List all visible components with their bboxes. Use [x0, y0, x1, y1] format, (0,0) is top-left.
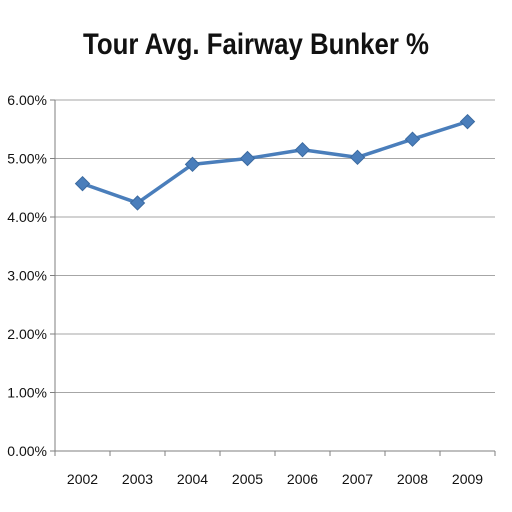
- x-tick-label: 2003: [122, 471, 153, 487]
- data-point-marker: [129, 195, 146, 211]
- data-point-marker: [404, 131, 421, 147]
- chart-title: Tour Avg. Fairway Bunker %: [83, 28, 429, 61]
- x-tick-label: 2007: [342, 471, 373, 487]
- data-point-marker: [239, 150, 256, 167]
- x-tick-label: 2005: [232, 471, 263, 487]
- y-tick-label: 3.00%: [7, 268, 47, 284]
- x-tick-label: 2002: [67, 471, 98, 487]
- y-tick-label: 1.00%: [7, 385, 47, 401]
- y-tick-label: 5.00%: [7, 151, 47, 167]
- x-tick-label: 2006: [287, 471, 318, 487]
- data-point-marker: [349, 149, 366, 166]
- y-tick-label: 4.00%: [7, 209, 47, 225]
- x-tick-label: 2009: [452, 471, 483, 487]
- data-point-marker: [459, 113, 476, 130]
- y-tick-label: 2.00%: [7, 326, 47, 342]
- data-point-marker: [294, 142, 311, 158]
- y-tick-label: 0.00%: [7, 443, 47, 459]
- data-point-marker: [74, 175, 91, 192]
- series-line: [80, 119, 470, 205]
- x-tick-label: 2008: [397, 471, 428, 487]
- x-tick-label: 2004: [177, 471, 208, 487]
- y-tick-label: 6.00%: [7, 92, 47, 108]
- data-point-marker: [184, 156, 201, 173]
